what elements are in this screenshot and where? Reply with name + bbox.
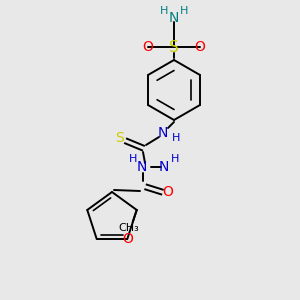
Text: H: H	[172, 133, 180, 143]
Text: N: N	[158, 126, 168, 140]
Text: N: N	[169, 11, 179, 25]
Text: O: O	[163, 185, 173, 199]
Text: N: N	[137, 160, 147, 174]
Text: H: H	[171, 154, 179, 164]
Text: O: O	[122, 232, 133, 246]
Text: O: O	[195, 40, 206, 54]
Text: H: H	[160, 6, 168, 16]
Text: CH₃: CH₃	[118, 223, 139, 233]
Text: S: S	[116, 131, 124, 145]
Text: S: S	[169, 40, 179, 55]
Text: N: N	[159, 160, 169, 174]
Text: H: H	[129, 154, 137, 164]
Text: O: O	[142, 40, 153, 54]
Text: H: H	[180, 6, 188, 16]
